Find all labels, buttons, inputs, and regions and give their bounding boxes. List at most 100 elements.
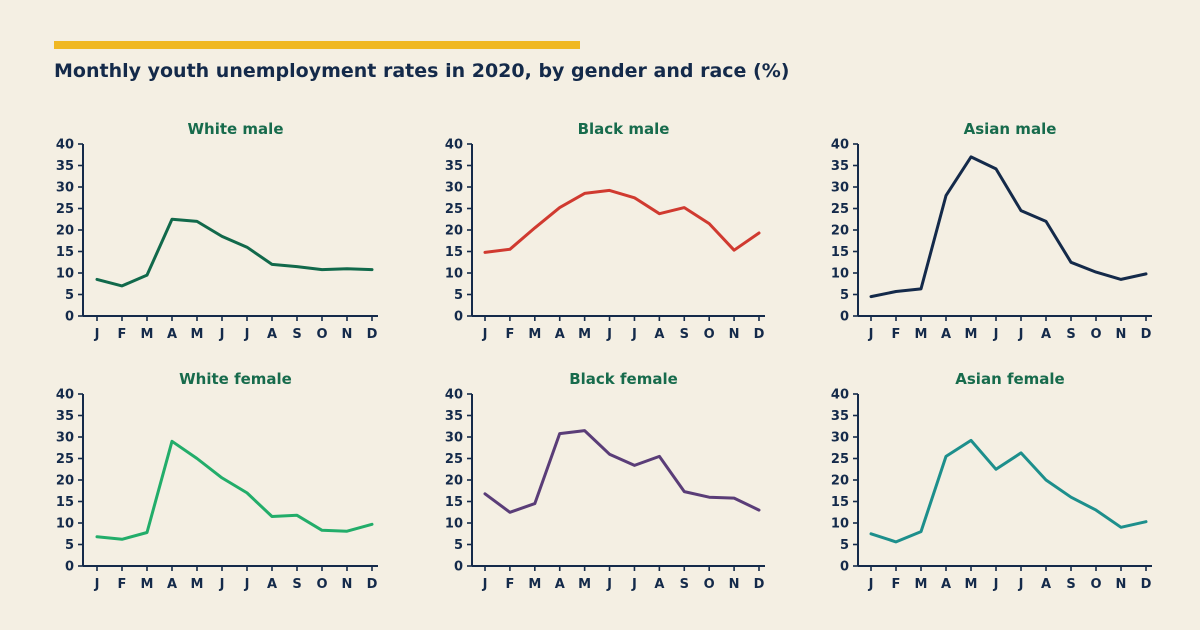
x-tick-label: A — [654, 327, 664, 342]
y-tick-label: 10 — [56, 517, 74, 532]
x-tick-label: J — [606, 577, 612, 592]
series-line-asian-female — [869, 438, 1148, 544]
x-tick-label: A — [941, 327, 951, 342]
y-tick-label: 20 — [831, 224, 849, 239]
x-tick-label: D — [367, 327, 378, 342]
x-tick-label: A — [555, 577, 565, 592]
y-tick-label: 20 — [445, 224, 463, 239]
x-tick-label: A — [167, 577, 177, 592]
y-tick-label: 5 — [65, 288, 74, 303]
y-tick-label: 5 — [840, 538, 849, 553]
x-tick-label: M — [965, 327, 978, 342]
x-tick-label: M — [141, 327, 154, 342]
y-tick-label: 35 — [56, 409, 74, 424]
x-tick-label: N — [729, 327, 740, 342]
x-tick-label: N — [1116, 327, 1127, 342]
y-tick-label: 0 — [454, 560, 463, 575]
x-tick-label: D — [367, 577, 378, 592]
y-tick-label: 25 — [831, 202, 849, 217]
y-tick-label: 25 — [831, 452, 849, 467]
x-tick-label: S — [680, 327, 689, 342]
y-tick-label: 10 — [831, 267, 849, 282]
x-tick-label: M — [915, 327, 928, 342]
x-tick-label: S — [292, 327, 301, 342]
y-tick-label: 15 — [831, 245, 849, 260]
x-tick-label: J — [219, 577, 225, 592]
y-tick-label: 40 — [445, 138, 463, 153]
y-tick-label: 35 — [445, 159, 463, 174]
x-tick-label: J — [606, 327, 612, 342]
y-tick-label: 20 — [831, 474, 849, 489]
chart-title-asian-female: Asian female — [955, 370, 1064, 388]
x-tick-label: O — [316, 577, 327, 592]
y-tick-label: 25 — [56, 452, 74, 467]
x-tick-label: F — [505, 327, 514, 342]
y-tick-label: 10 — [56, 267, 74, 282]
x-tick-label: J — [244, 577, 250, 592]
y-tick-label: 0 — [840, 560, 849, 575]
x-tick-label: F — [505, 577, 514, 592]
series-line-black-male — [483, 188, 761, 254]
x-tick-label: F — [118, 577, 127, 592]
y-tick-label: 35 — [831, 409, 849, 424]
x-tick-label: D — [754, 327, 765, 342]
y-tick-label: 20 — [56, 224, 74, 239]
series-line-white-male — [95, 217, 374, 288]
y-tick-label: 15 — [56, 495, 74, 510]
x-tick-label: A — [941, 577, 951, 592]
y-tick-label: 15 — [445, 245, 463, 260]
x-tick-label: N — [342, 327, 353, 342]
x-tick-label: F — [892, 577, 901, 592]
x-tick-label: M — [915, 577, 928, 592]
y-tick-label: 40 — [445, 388, 463, 403]
y-tick-label: 35 — [56, 159, 74, 174]
y-tick-label: 30 — [831, 431, 849, 446]
y-tick-label: 5 — [454, 538, 463, 553]
y-tick-label: 0 — [840, 310, 849, 325]
x-tick-label: J — [94, 327, 100, 342]
x-tick-label: M — [528, 327, 541, 342]
y-tick-label: 30 — [445, 181, 463, 196]
x-tick-label: J — [482, 577, 488, 592]
x-tick-label: M — [528, 577, 541, 592]
x-tick-label: A — [654, 577, 664, 592]
x-tick-label: M — [141, 577, 154, 592]
x-tick-label: J — [1018, 327, 1024, 342]
chart-title-white-female: White female — [179, 370, 292, 388]
y-tick-label: 35 — [831, 159, 849, 174]
x-tick-label: N — [1116, 577, 1127, 592]
x-tick-label: M — [578, 327, 591, 342]
chart-title-black-female: Black female — [569, 370, 678, 388]
title-accent-bar — [54, 41, 580, 49]
x-tick-label: N — [342, 577, 353, 592]
y-tick-label: 30 — [56, 181, 74, 196]
x-tick-label: S — [1066, 327, 1075, 342]
x-tick-label: J — [1018, 577, 1024, 592]
x-tick-label: A — [1041, 577, 1051, 592]
y-tick-label: 10 — [445, 517, 463, 532]
x-tick-label: A — [267, 327, 277, 342]
x-tick-label: J — [868, 577, 874, 592]
y-tick-label: 40 — [56, 388, 74, 403]
x-tick-label: D — [1141, 577, 1152, 592]
x-tick-label: S — [1066, 577, 1075, 592]
y-tick-label: 0 — [454, 310, 463, 325]
y-tick-label: 20 — [56, 474, 74, 489]
y-tick-label: 0 — [65, 310, 74, 325]
x-tick-label: J — [868, 327, 874, 342]
y-tick-label: 5 — [65, 538, 74, 553]
y-tick-label: 30 — [56, 431, 74, 446]
x-tick-label: A — [167, 327, 177, 342]
x-tick-label: N — [729, 577, 740, 592]
x-tick-label: J — [219, 327, 225, 342]
y-tick-label: 30 — [445, 431, 463, 446]
x-tick-label: J — [482, 327, 488, 342]
chart-title-black-male: Black male — [578, 120, 670, 138]
